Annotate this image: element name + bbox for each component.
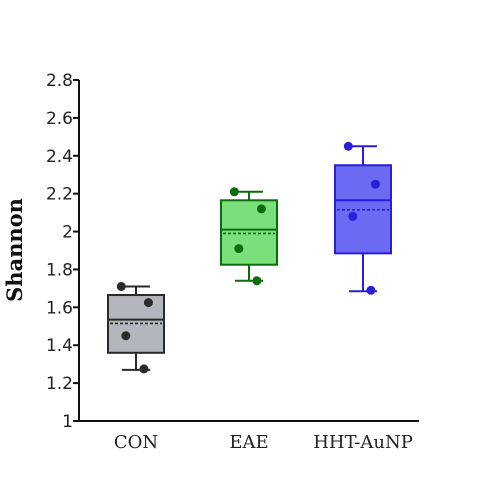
data-point <box>256 204 266 214</box>
y-tick-label: 2.6 <box>46 109 73 129</box>
y-tick-label: 1.8 <box>46 260 73 280</box>
box-group <box>107 281 165 374</box>
data-point <box>370 179 380 189</box>
data-point <box>229 187 239 197</box>
x-axis-labels: CON EAE HHT-AuNP <box>114 432 413 453</box>
y-tick-label: 2.8 <box>46 71 73 91</box>
box-group <box>334 141 392 295</box>
data-point <box>366 285 376 295</box>
data-point <box>116 281 126 291</box>
x-category-label: HHT-AuNP <box>313 432 413 453</box>
x-category-label: CON <box>114 432 158 453</box>
data-point <box>121 331 131 341</box>
box-groups <box>107 141 392 374</box>
y-tick-label: 1.6 <box>46 298 73 318</box>
y-tick-label: 2 <box>62 223 73 243</box>
data-point <box>234 244 244 254</box>
data-point <box>139 364 149 374</box>
data-point <box>348 211 358 221</box>
y-tick-label: 2.2 <box>46 185 73 205</box>
y-axis-ticks: 1 1.2 1.4 1.6 1.8 2 2.2 2.4 2.6 2.8 <box>46 71 79 432</box>
y-axis-title: Shannon <box>2 198 27 302</box>
y-tick-label: 1.4 <box>46 336 73 356</box>
y-tick-label: 1.2 <box>46 374 73 394</box>
box-iqr <box>220 199 278 266</box>
box-group <box>220 187 278 286</box>
x-category-label: EAE <box>229 432 268 453</box>
y-tick-label: 2.4 <box>46 147 73 167</box>
data-point <box>343 141 353 151</box>
data-point <box>252 276 262 286</box>
y-tick-label: 1 <box>62 412 73 432</box>
data-point <box>143 298 153 308</box>
